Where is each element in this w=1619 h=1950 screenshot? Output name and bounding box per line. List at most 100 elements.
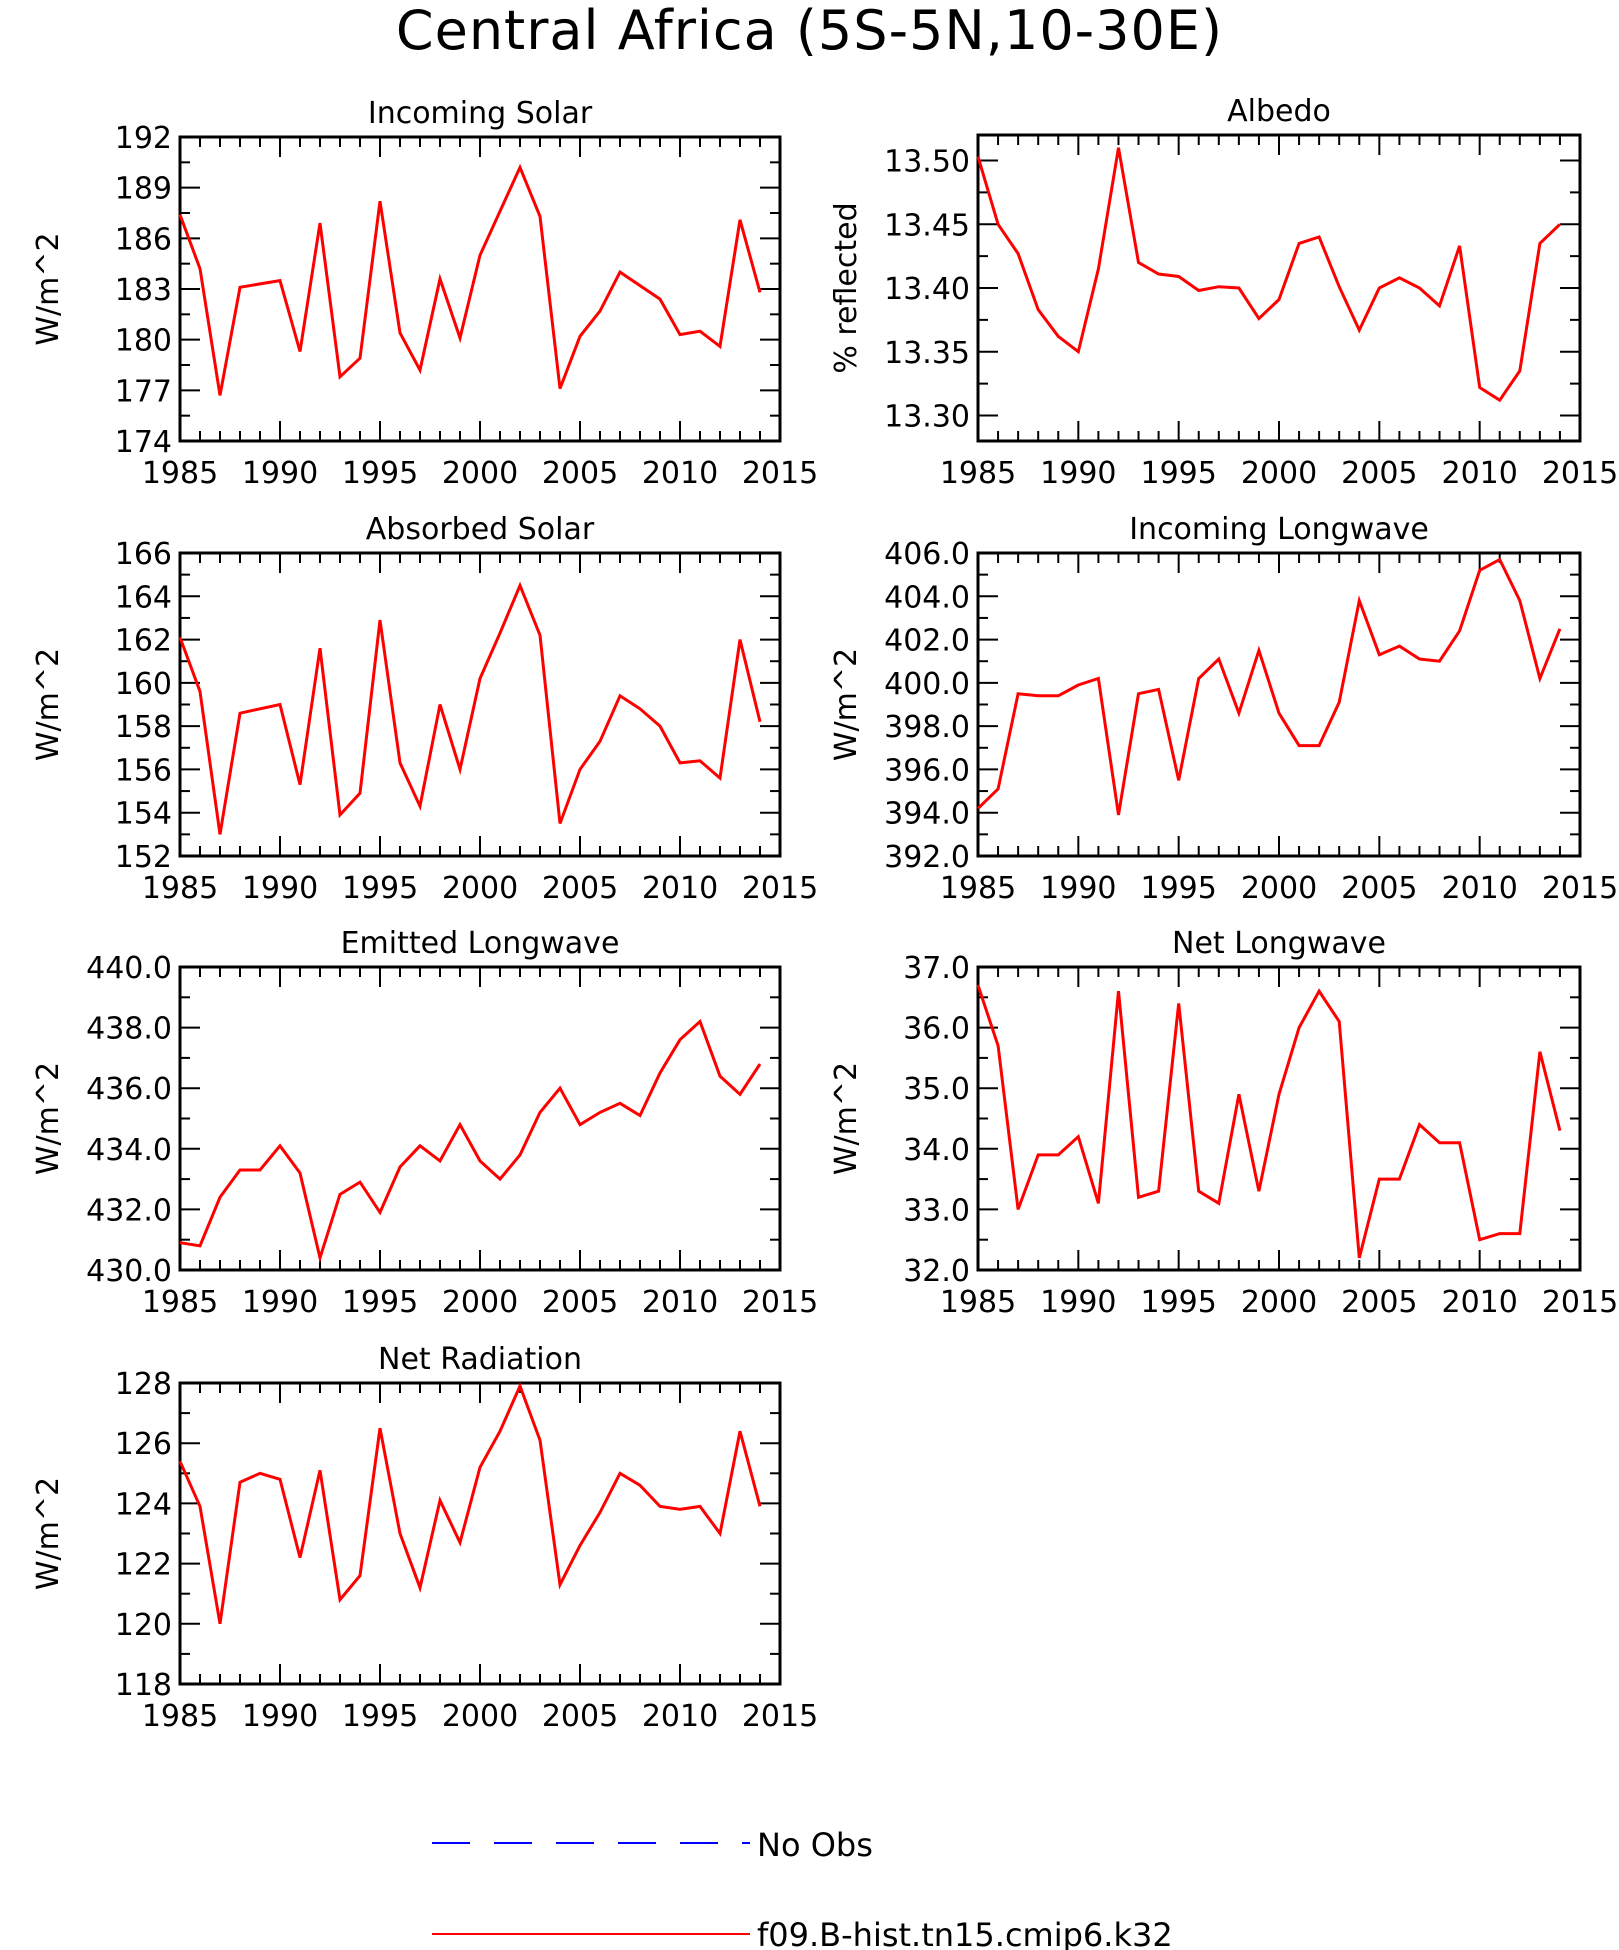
panel-title: Incoming Longwave [1129,512,1429,547]
y-tick-label: 36.0 [903,1012,970,1047]
x-tick-label: 1985 [142,1699,218,1734]
y-tick-label: 398.0 [884,710,970,745]
panel-title: Absorbed Solar [366,512,595,547]
x-tick-label: 1995 [1140,456,1216,491]
y-tick-label: 13.35 [884,336,970,371]
y-tick-label: 122 [115,1548,172,1583]
x-tick-label: 1995 [1140,871,1216,906]
page-title: Central Africa (5S-5N,10-30E) [395,0,1224,62]
x-tick-label: 1995 [342,1285,418,1320]
y-tick-label: 430.0 [86,1254,172,1289]
x-tick-label: 1985 [142,1285,218,1320]
x-tick-label: 1990 [242,456,318,491]
panel-albedo: Albedo 1985 1990 1995 2000 2005 2010 2015 13.30 1… [829,94,1618,491]
y-tick-label: 162 [115,624,172,659]
series-line [976,984,1562,1259]
x-tick-label: 2000 [1241,871,1317,906]
x-tick-label: 1990 [242,1699,318,1734]
x-tick-label: 1985 [940,1285,1016,1320]
y-tick-label: 177 [115,374,172,409]
y-tick-label: 183 [115,273,172,308]
y-tick-label: 32.0 [903,1254,970,1289]
y-tick-label: 13.45 [884,208,970,243]
y-tick-label: 34.0 [903,1133,970,1168]
legend-obs-label: No Obs [757,1826,873,1864]
y-axis-label: W/m^2 [31,1477,66,1590]
y-tick-label: 118 [115,1668,172,1703]
y-axis-label: W/m^2 [31,648,66,761]
x-tick-label: 2005 [542,871,618,906]
x-tick-label: 1995 [1140,1285,1216,1320]
panel-absorbed-solar: Absorbed Solar 1985 1990 1995 2000 2005 2010 20… [31,512,818,906]
y-tick-label: 440.0 [86,951,172,986]
plot-frame [976,965,1582,1272]
y-tick-label: 189 [115,172,172,207]
x-tick-label: 1990 [1040,1285,1116,1320]
panel-net-radiation: Net Radiation 1985 1990 1995 2000 2005 2010 201… [31,1342,818,1734]
series-line [976,557,1562,816]
y-tick-label: 154 [115,797,172,832]
y-axis-label: % reflected [829,202,864,373]
series-line [179,1018,762,1264]
y-tick-label: 156 [115,753,172,788]
y-tick-label: 13.50 [884,145,970,180]
legend-model-label: f09.B-hist.tn15.cmip6.k32 [757,1916,1173,1950]
x-tick-label: 2010 [1441,1285,1517,1320]
x-tick-label: 2000 [442,1699,518,1734]
y-tick-label: 128 [115,1367,172,1402]
x-tick-label: 1990 [1040,871,1116,906]
y-tick-label: 124 [115,1487,172,1522]
y-tick-label: 37.0 [903,951,970,986]
y-tick-label: 174 [115,425,172,460]
x-tick-label: 1985 [142,871,218,906]
y-tick-label: 438.0 [86,1012,172,1047]
x-tick-label: 1995 [342,456,418,491]
y-tick-label: 436.0 [86,1072,172,1107]
x-tick-label: 2015 [1542,456,1618,491]
series-line [976,147,1561,403]
panel-title: Emitted Longwave [341,926,620,961]
panel-net-longwave: Net Longwave 1985 1990 1995 2000 2005 2010 2015… [829,926,1618,1320]
series-line [178,163,762,396]
x-tick-label: 2015 [742,1285,818,1320]
panel-title: Albedo [1227,94,1331,129]
y-tick-label: 394.0 [884,797,970,832]
x-tick-label: 2015 [742,871,818,906]
x-tick-label: 2000 [442,871,518,906]
y-tick-label: 126 [115,1427,172,1462]
y-tick-label: 120 [115,1608,172,1643]
x-tick-label: 1985 [940,456,1016,491]
y-tick-label: 432.0 [86,1193,172,1228]
y-tick-label: 392.0 [884,840,970,875]
panel-incoming-longwave: Incoming Longwave 1985 1990 1995 2000 2005 201… [829,512,1618,906]
y-tick-label: 400.0 [884,667,970,702]
y-tick-label: 160 [115,667,172,702]
panel-incoming-solar: Incoming Solar 1985 1990 1995 2000 2005 2010 20… [31,96,818,491]
y-tick-label: 13.40 [884,272,970,307]
y-tick-label: 434.0 [86,1133,172,1168]
plot-frame [178,135,782,443]
x-tick-label: 2000 [1241,456,1317,491]
plot-frame [976,551,1582,858]
panel-title: Incoming Solar [368,96,593,131]
y-tick-label: 406.0 [884,537,970,572]
y-tick-label: 152 [115,840,172,875]
x-tick-label: 1990 [242,871,318,906]
x-tick-label: 2015 [742,1699,818,1734]
x-tick-label: 2010 [642,1699,718,1734]
plot-frame [178,965,782,1272]
x-tick-label: 2000 [442,1285,518,1320]
x-tick-label: 2010 [642,871,718,906]
y-tick-label: 404.0 [884,580,970,615]
x-tick-label: 2005 [1341,871,1417,906]
panel-title: Net Radiation [378,1342,582,1377]
y-axis-label: W/m^2 [31,1062,66,1175]
y-tick-label: 158 [115,710,172,745]
panel-title: Net Longwave [1172,926,1386,961]
plot-frame [178,1381,782,1686]
y-axis-label: W/m^2 [31,232,66,345]
y-tick-label: 396.0 [884,753,970,788]
x-tick-label: 2005 [542,1285,618,1320]
plot-frame [178,551,782,858]
